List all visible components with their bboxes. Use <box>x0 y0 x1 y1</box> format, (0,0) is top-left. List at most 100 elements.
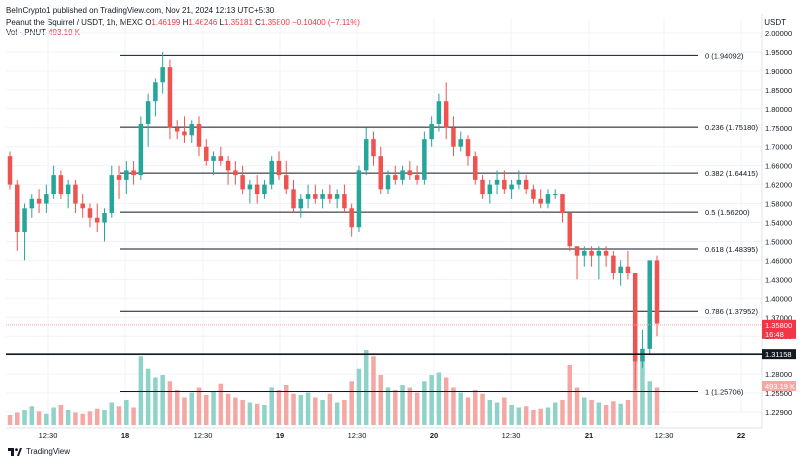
candle-body <box>393 175 398 180</box>
candle-body <box>473 156 478 180</box>
candle-body <box>487 184 493 195</box>
volume-bar <box>218 383 224 425</box>
candle-body <box>254 184 260 195</box>
close-label: C <box>255 18 261 27</box>
brand[interactable]: TradingView <box>8 447 70 456</box>
volume-bar <box>22 410 27 425</box>
candle-body <box>334 194 340 199</box>
candle-body <box>7 156 13 185</box>
candle-body <box>22 208 27 232</box>
candle-body <box>240 175 245 190</box>
volume-bar <box>204 395 209 425</box>
volume-bar <box>458 392 463 425</box>
fib-label: 0 (1.94092) <box>705 51 744 60</box>
candle-body <box>305 194 311 199</box>
candle-body <box>371 139 376 157</box>
open-value: 1.46199 <box>151 18 181 27</box>
x-tick-label: 12:30 <box>655 431 674 440</box>
candle-body <box>451 127 456 147</box>
fib-label: 0.786 (1.37952) <box>705 307 758 316</box>
volume-bar <box>560 400 565 425</box>
candle-body <box>36 198 42 204</box>
volume-bar <box>393 390 398 425</box>
volume-bar <box>589 400 594 425</box>
y-tick-label: 1.54000 <box>765 219 792 228</box>
volume-bar <box>15 412 20 425</box>
support-price-label: 1.31158 <box>765 350 792 359</box>
volume-bar <box>574 387 580 425</box>
volume-bar <box>603 405 609 425</box>
volume-bar <box>29 406 35 425</box>
candle-body <box>102 213 107 223</box>
candle-body <box>291 189 296 209</box>
volume-bar <box>334 402 340 425</box>
candle-body <box>247 184 253 190</box>
candle-body <box>611 255 616 274</box>
fib-label: 0.618 (1.48395) <box>705 245 758 254</box>
candle-body <box>378 156 384 190</box>
volume-bar <box>196 387 202 425</box>
volume-bar <box>94 408 100 425</box>
volume-bar <box>225 393 231 425</box>
volume-bar <box>552 402 558 425</box>
volume-bar <box>247 402 253 425</box>
volume-bar <box>654 387 660 425</box>
volume-bar <box>138 356 144 425</box>
volume-bar <box>182 397 187 425</box>
volume-bar <box>233 397 238 425</box>
volume-bar <box>291 393 296 425</box>
candle-body <box>94 217 100 223</box>
candle-body <box>400 170 405 180</box>
candle-body <box>523 179 529 190</box>
volume-bar <box>65 410 71 425</box>
tradingview-logo-icon <box>8 447 22 456</box>
fib-label: 0.382 (1.64415) <box>705 169 758 178</box>
candle-body <box>560 194 565 214</box>
y-tick-label: 1.62000 <box>765 181 792 190</box>
volume-bar <box>240 400 245 425</box>
volume-bar <box>363 350 369 425</box>
volume-bar <box>545 407 551 425</box>
volume-bar <box>102 410 107 425</box>
candle-body <box>211 156 216 161</box>
candle-body <box>582 250 587 256</box>
x-tick-label: 18 <box>121 431 129 440</box>
candle-body <box>465 139 471 157</box>
candle-body <box>276 160 282 176</box>
candle-body <box>654 260 660 324</box>
y-tick-label: 1.66000 <box>765 162 792 171</box>
y-tick-label: 1.95000 <box>765 48 792 57</box>
last-volume-label: 493.19 K <box>765 382 795 391</box>
low-value: 1.35181 <box>223 18 253 27</box>
candle-body <box>160 67 165 83</box>
volume-bar <box>124 400 129 425</box>
candle-body <box>422 139 427 180</box>
x-tick-label: 20 <box>430 431 438 440</box>
volume-bar <box>116 406 122 425</box>
candle-body <box>363 139 369 171</box>
volume-bar <box>371 356 376 425</box>
candle-body <box>204 146 209 161</box>
volume-bar <box>582 397 587 425</box>
axis-layer: 2.00000 1.95000 1.90000 1.85000 1.80000 1.750… <box>6 14 792 440</box>
volume-bar <box>153 377 158 425</box>
candle-body <box>65 184 71 195</box>
candle-body <box>218 156 224 161</box>
candle-body <box>167 67 173 128</box>
volume-bar <box>502 397 507 425</box>
fib-label: 1 (1.25706) <box>705 387 744 396</box>
x-tick-label: 19 <box>276 431 284 440</box>
candle-body <box>189 123 194 136</box>
volume-bar <box>465 397 471 425</box>
symbol-name[interactable]: Peanut the Squirrel / USDT, 1h, MEXC <box>6 18 143 27</box>
volume-bar <box>647 381 652 425</box>
last-price-tag <box>762 319 796 339</box>
last-volume-tag <box>762 381 796 391</box>
x-tick-label: 12:30 <box>39 431 58 440</box>
candle-body <box>87 208 93 218</box>
volume-bar <box>349 381 354 425</box>
y-tick-label: 2.00000 <box>765 29 792 38</box>
candle-body <box>73 184 78 204</box>
